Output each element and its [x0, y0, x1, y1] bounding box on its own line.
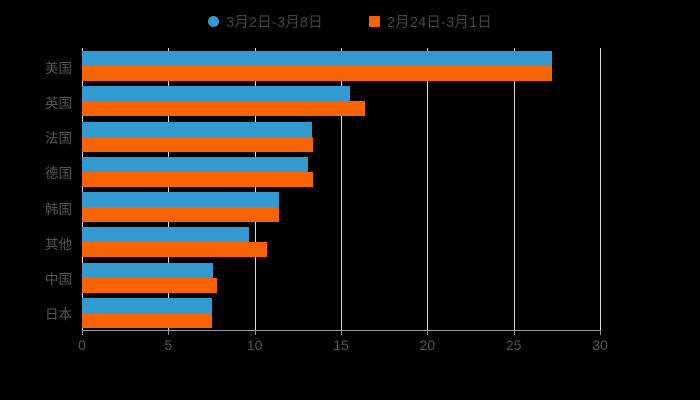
bar-group [82, 224, 600, 259]
bar-orange[interactable] [82, 312, 212, 328]
x-tick-mark [427, 330, 429, 335]
chart-legend: 3月2日-3月8日 2月24日-3月1日 [0, 8, 700, 34]
x-tick-label: 0 [78, 337, 86, 353]
y-axis-category-labels: 美国英国法国德国韩国其他中国日本 [0, 48, 72, 330]
bar-group [82, 295, 600, 330]
x-tick-label: 30 [592, 337, 608, 353]
x-tick-label: 15 [333, 337, 349, 353]
y-category-label: 英国 [45, 95, 72, 111]
bar-group [82, 48, 600, 83]
y-category-label: 德国 [45, 166, 72, 182]
gridline [600, 48, 601, 330]
bar-blue[interactable] [82, 227, 250, 243]
gridline [513, 48, 515, 330]
bar-orange[interactable] [82, 242, 267, 258]
bar-series-container [82, 48, 600, 330]
y-category-label: 日本 [45, 307, 72, 323]
bar-blue[interactable] [82, 51, 552, 66]
x-tick-mark [341, 330, 342, 335]
legend-label: 3月2日-3月8日 [225, 14, 323, 31]
y-category-label: 美国 [45, 60, 72, 76]
x-tick-mark [82, 330, 83, 335]
gridline [341, 48, 342, 330]
bar-group [82, 119, 600, 154]
legend-series-blue[interactable]: 3月2日-3月8日 [207, 11, 323, 32]
bar-group [82, 189, 600, 224]
bar-blue[interactable] [82, 121, 312, 137]
y-category-label: 其他 [45, 236, 72, 252]
bar-blue[interactable] [82, 86, 350, 102]
x-tick-mark [254, 330, 256, 335]
bar-blue[interactable] [82, 297, 212, 313]
gridline [254, 48, 256, 330]
bar-orange[interactable] [82, 66, 552, 81]
bar-orange[interactable] [82, 101, 366, 117]
y-category-label: 韩国 [45, 201, 72, 217]
gridline [168, 48, 170, 330]
bar-group [82, 260, 600, 295]
bar-blue[interactable] [82, 262, 214, 278]
y-category-label: 法国 [45, 131, 72, 147]
y-category-label: 中国 [45, 272, 72, 288]
legend-circle-icon [207, 15, 219, 27]
x-tick-mark [168, 330, 170, 335]
legend-series-orange[interactable]: 2月24日-3月1日 [368, 11, 493, 32]
bar-orange[interactable] [82, 136, 314, 152]
bar-orange[interactable] [82, 277, 217, 293]
bar-blue[interactable] [82, 156, 309, 172]
plot-area [82, 48, 601, 330]
bar-orange[interactable] [82, 171, 314, 187]
x-tick-mark [600, 330, 601, 335]
gridline [82, 48, 83, 330]
bar-group [82, 154, 600, 189]
legend-square-icon [368, 15, 380, 27]
x-tick-label: 25 [505, 337, 522, 353]
x-tick-mark [513, 330, 515, 335]
bar-orange[interactable] [82, 207, 279, 222]
x-tick-label: 10 [246, 337, 263, 353]
bar-group [82, 83, 600, 118]
gridlines [82, 48, 601, 330]
legend-label: 2月24日-3月1日 [386, 14, 493, 31]
bar-blue[interactable] [82, 192, 279, 207]
x-tick-label: 5 [164, 337, 173, 353]
x-tick-label: 20 [419, 337, 436, 353]
gridline [427, 48, 429, 330]
